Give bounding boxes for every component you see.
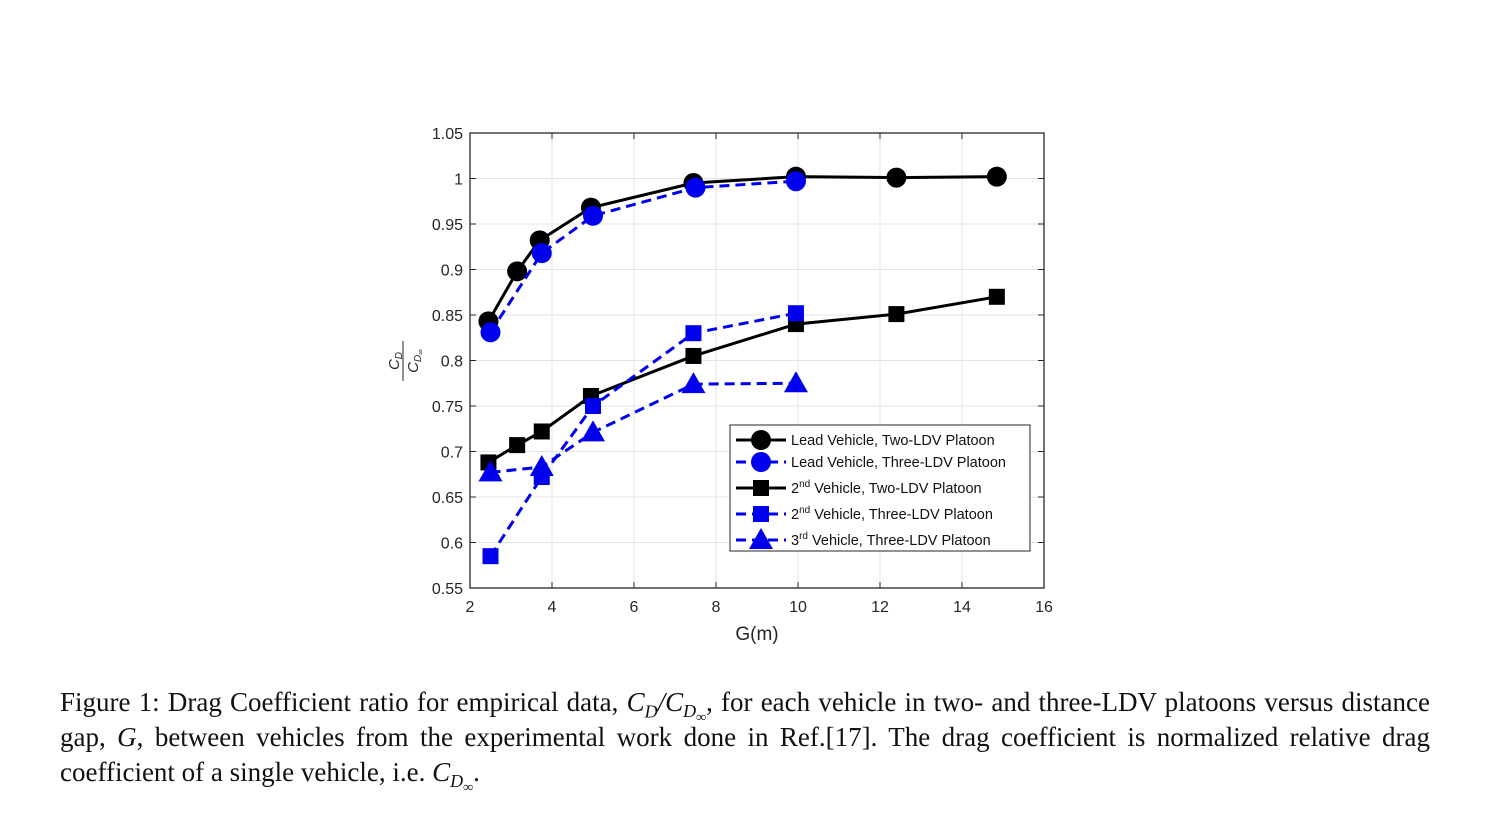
y-tick-label: 0.75: [432, 399, 463, 416]
data-point-5: [478, 460, 503, 482]
y-tick-label: 0.95: [432, 217, 463, 234]
data-point-1: [986, 166, 1007, 187]
caption-mid1: , for each vehicle in two- and three-LDV…: [60, 687, 1430, 752]
y-tick-label: 0.55: [432, 581, 463, 598]
data-point-2: [480, 322, 501, 343]
legend-entry-label: Lead Vehicle, Three-LDV Platoon: [791, 455, 1006, 471]
x-tick-label: 8: [712, 599, 721, 616]
y-tick-label: 0.7: [441, 445, 463, 462]
data-point-4: [585, 398, 601, 414]
x-tick-label: 14: [953, 599, 971, 616]
y-tick-label: 0.85: [432, 308, 463, 325]
y-axis-label-numerator: CD: [386, 352, 405, 370]
y-tick-label: 0.9: [441, 263, 463, 280]
y-tick-label: 0.8: [441, 354, 463, 371]
caption-math-g: G: [117, 722, 137, 752]
figure-caption: Figure 1: Drag Coefficient ratio for emp…: [60, 685, 1430, 796]
y-tick-label: 1: [454, 172, 463, 189]
data-point-5: [681, 372, 706, 394]
y-tick-label: 1.05: [432, 126, 463, 143]
x-tick-label: 12: [871, 599, 889, 616]
y-tick-label: 0.6: [441, 536, 463, 553]
chart-svg: 2 4 6 8 10 12 14 16 0.55 0.6 0.65 0.7 0.75 0.8 0.85 0.9…: [386, 126, 1053, 645]
caption-mid2: , between vehicles from the experimental…: [60, 722, 1430, 787]
caption-end: .: [473, 757, 480, 787]
y-tick-label: 0.65: [432, 490, 463, 507]
x-axis-label: G(m): [735, 624, 778, 645]
legend-entry-label: 2nd Vehicle, Two-LDV Platoon: [791, 479, 982, 497]
data-point-3: [533, 423, 550, 440]
data-point-4: [685, 325, 702, 342]
data-point-2: [785, 171, 806, 192]
x-tick-label: 4: [548, 599, 557, 616]
data-point-2: [531, 243, 552, 264]
chart: 2 4 6 8 10 12 14 16 0.55 0.6 0.65 0.7 0.75 0.8 0.85 0.9…: [386, 126, 1053, 645]
data-point-1: [507, 261, 528, 282]
series-line-2: [489, 179, 797, 334]
legend-swatch-marker: [753, 480, 769, 496]
legend-swatch-marker: [751, 452, 771, 472]
caption-math-cinf: CD∞: [432, 757, 474, 796]
x-tick-label: 10: [789, 599, 807, 616]
data-point-3: [888, 306, 905, 323]
legend-swatch-marker: [751, 430, 771, 450]
legend-swatch-marker: [749, 528, 773, 549]
x-tick-label: 2: [466, 599, 475, 616]
data-point-3: [685, 347, 702, 364]
x-tick-label: 6: [630, 599, 639, 616]
x-tick-label: 16: [1035, 599, 1053, 616]
legend-entry-label: 2nd Vehicle, Three-LDV Platoon: [791, 505, 993, 523]
data-point-3: [509, 437, 526, 454]
data-point-3: [988, 288, 1005, 305]
data-point-5: [581, 420, 605, 442]
legend-entry-label: 3rd Vehicle, Three-LDV Platoon: [791, 531, 991, 549]
data-point-5: [529, 454, 554, 476]
data-point-4: [482, 548, 499, 565]
data-point-5: [783, 371, 808, 393]
data-point-2: [583, 205, 603, 226]
y-axis-label-denominator: CD∞: [405, 349, 425, 373]
legend-swatch-marker: [753, 506, 769, 522]
data-point-4: [787, 305, 804, 322]
data-point-1: [886, 167, 907, 188]
caption-math-c: CD/CD∞: [626, 687, 707, 726]
caption-lead: Figure 1: Drag Coefficient ratio for emp…: [60, 687, 627, 717]
legend-entry-label: Lead Vehicle, Two-LDV Platoon: [791, 433, 995, 449]
data-point-2: [685, 177, 706, 198]
